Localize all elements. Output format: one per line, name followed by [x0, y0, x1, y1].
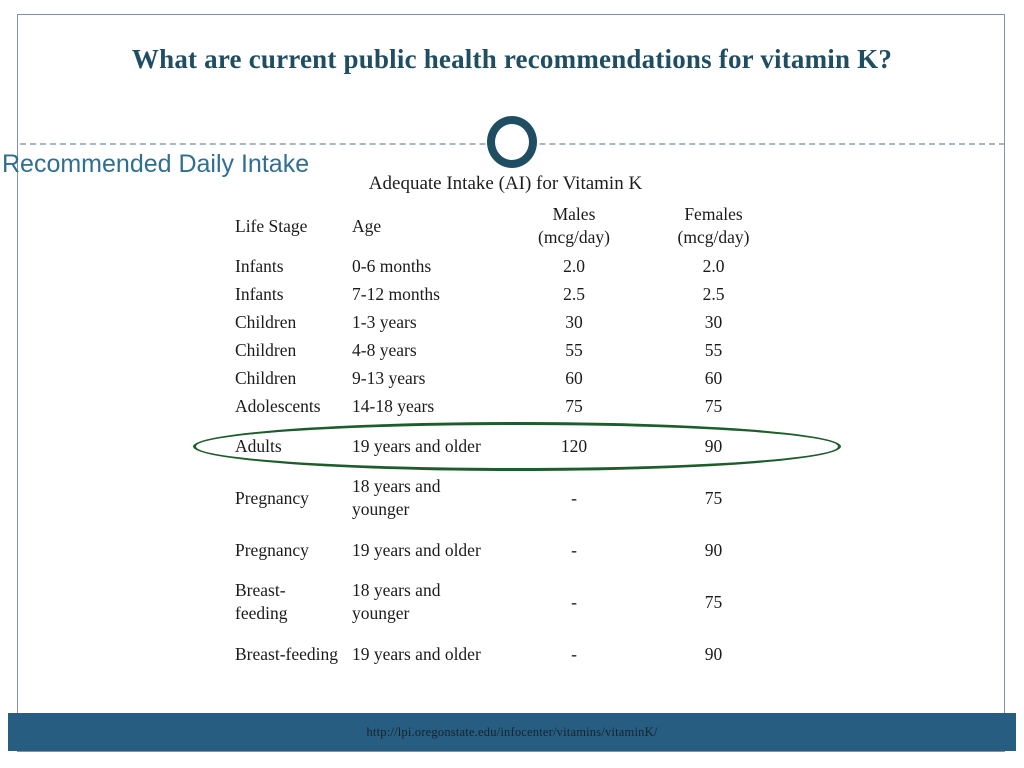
col-header-males-unit-line2: (mcg/day)	[538, 227, 610, 247]
cell-life-stage: Breast-feeding	[235, 643, 339, 664]
cell-females: 75	[704, 487, 723, 508]
table-row: Infants 7-12 months 2.5 2.5	[235, 280, 771, 308]
table-row: Pregnancy 18 years and younger - 75	[235, 472, 771, 524]
cell-females: 75	[704, 591, 723, 612]
cell-age: 19 years and older	[352, 539, 481, 560]
table-row: Children 1-3 years 30 30	[235, 308, 771, 336]
col-header-age: Age	[352, 215, 382, 236]
cell-life-stage: Adolescents	[235, 395, 321, 416]
col-header-males: Males (mcg/day)	[492, 200, 656, 252]
col-header-females-unit-line1: Females	[684, 204, 743, 224]
cell-males: -	[571, 487, 577, 508]
cell-females: 90	[704, 435, 723, 456]
intake-table: Life Stage Age Males (mcg/day) Females (…	[235, 200, 771, 680]
cell-females: 30	[704, 311, 723, 332]
table-row: Breast- feeding 18 years and younger - 75	[235, 576, 771, 628]
cell-males: -	[571, 539, 577, 560]
cell-females: 75	[704, 395, 723, 416]
cell-males: 30	[565, 311, 583, 332]
cell-age: 18 years and younger	[352, 476, 441, 519]
cell-life-stage: Children	[235, 311, 297, 332]
table-row: Infants 0-6 months 2.0 2.0	[235, 252, 771, 280]
table-row: Children 4-8 years 55 55	[235, 336, 771, 364]
cell-age: 0-6 months	[352, 255, 432, 276]
table-row-highlighted: Adults 19 years and older 120 90	[235, 420, 771, 472]
table-row: Children 9-13 years 60 60	[235, 364, 771, 392]
cell-females: 2.5	[702, 283, 725, 304]
section-label: Recommended Daily Intake	[2, 150, 310, 178]
col-header-females-unit-line2: (mcg/day)	[677, 227, 750, 247]
cell-age: 9-13 years	[352, 367, 426, 388]
cell-life-stage: Children	[235, 339, 297, 360]
cell-females: 90	[704, 643, 723, 664]
table-row: Breast-feeding 19 years and older - 90	[235, 628, 771, 680]
cell-life-stage: Breast- feeding	[235, 580, 288, 623]
cell-age: 19 years and older	[352, 435, 481, 456]
cell-life-stage: Children	[235, 367, 297, 388]
table-title: Adequate Intake (AI) for Vitamin K	[368, 173, 643, 194]
slide-title: What are current public health recommend…	[131, 44, 893, 74]
cell-age: 14-18 years	[352, 395, 435, 416]
cell-age: 4-8 years	[352, 339, 417, 360]
footer-bar: http://lpi.oregonstate.edu/infocenter/vi…	[8, 713, 1016, 751]
col-header-life-stage: Life Stage	[235, 215, 308, 236]
col-header-females: Females (mcg/day)	[656, 200, 771, 252]
cell-age: 18 years and younger	[352, 580, 441, 623]
cell-females: 2.0	[702, 255, 725, 276]
circle-icon	[487, 116, 537, 168]
cell-males: 75	[565, 395, 583, 416]
table-row: Pregnancy 19 years and older - 90	[235, 524, 771, 576]
intake-table-body: Infants 0-6 months 2.0 2.0 Infants 7-12 month…	[235, 252, 771, 680]
cell-males: 55	[565, 339, 583, 360]
cell-life-stage: Infants	[235, 255, 284, 276]
source-url: http://lpi.oregonstate.edu/infocenter/vi…	[366, 724, 658, 739]
cell-life-stage: Adults	[235, 435, 282, 456]
col-header-males-unit-line1: Males	[552, 204, 596, 224]
cell-age: 19 years and older	[352, 643, 481, 664]
cell-age: 1-3 years	[352, 311, 417, 332]
cell-life-stage: Pregnancy	[235, 487, 309, 508]
cell-females: 60	[704, 367, 723, 388]
cell-life-stage: Infants	[235, 283, 284, 304]
cell-males: 2.5	[563, 283, 585, 304]
table-row: Adolescents 14-18 years 75 75	[235, 392, 771, 420]
cell-males: 120	[560, 435, 588, 456]
cell-life-stage: Pregnancy	[235, 539, 309, 560]
cell-age: 7-12 months	[352, 283, 440, 304]
cell-females: 55	[704, 339, 723, 360]
cell-males: 60	[565, 367, 583, 388]
cell-females: 90	[704, 539, 723, 560]
slide-border	[17, 14, 1005, 752]
cell-males: -	[571, 643, 577, 664]
table-header-row: Life Stage Age Males (mcg/day) Females (…	[235, 200, 771, 252]
cell-males: -	[571, 591, 577, 612]
cell-males: 2.0	[563, 255, 585, 276]
